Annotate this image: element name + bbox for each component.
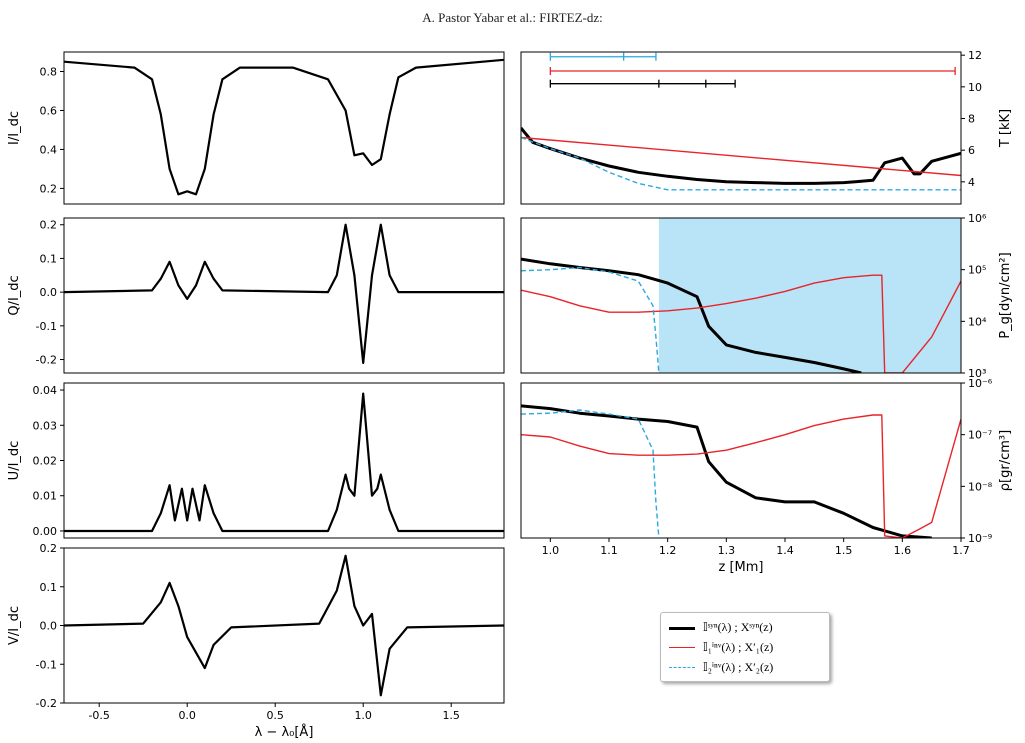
y-tick-label: 10⁵ — [968, 264, 986, 277]
y-tick-label: 0.01 — [33, 490, 58, 503]
y-tick-label: 0.4 — [40, 143, 58, 156]
y-axis-label: I/I_dc — [7, 111, 22, 145]
x-tick-label: 1.4 — [776, 544, 794, 557]
y-tick-label: 10⁻⁷ — [968, 429, 992, 442]
y-tick-label: 0.00 — [33, 525, 58, 538]
panel-density: 10⁻⁹ 10⁻⁸ 10⁻⁷ 10⁻⁶ ρ[gr/cm³] 1.0 1.1 1.2 1.3 1.4… — [520, 377, 1013, 575]
y-tick-label: 0.0 — [40, 620, 58, 633]
legend-label-syn: 𝕀ˢʸⁿ(λ) ; Xˢʸⁿ(z) — [703, 620, 773, 634]
series-inv1-density — [521, 414, 961, 538]
x-tick-label: 1.0 — [542, 544, 560, 557]
y-tick-label: 10 — [968, 81, 982, 94]
y-tick-label: -0.2 — [36, 354, 57, 367]
y-axis-label: U/I_dc — [7, 441, 22, 481]
y-tick-label: 10⁻⁹ — [968, 532, 992, 545]
panel-stokes-I: 0.2 0.4 0.6 0.8 I/I_dc — [7, 51, 505, 205]
series-syn-stokes-V — [64, 554, 504, 697]
y-tick-label: 10⁻⁶ — [968, 377, 993, 390]
y-tick-label: 0.04 — [33, 384, 58, 397]
axes-frame — [63, 51, 505, 205]
series-syn-stokes-Q — [64, 223, 504, 364]
chart-legend: 𝕀ˢʸⁿ(λ) ; Xˢʸⁿ(z) 𝕀₁ⁱⁿᵛ(λ) ; X′₁(z) 𝕀₂ⁱⁿ… — [660, 612, 830, 682]
x-tick-label: 1.5 — [442, 709, 460, 722]
y-tick-label: 0.0 — [40, 286, 58, 299]
y-tick-label: 10⁶ — [968, 212, 987, 225]
page-header: A. Pastor Yabar et al.: FIRTEZ-dz: — [422, 10, 603, 25]
y-tick-label: 10⁻⁸ — [968, 480, 993, 493]
x-tick-label: 1.2 — [659, 544, 677, 557]
legend-item-syn: 𝕀ˢʸⁿ(λ) ; Xˢʸⁿ(z) — [667, 619, 827, 637]
x-tick-label: 1.7 — [952, 544, 970, 557]
x-tick-label: 1.0 — [354, 709, 372, 722]
x-axis-label: z [Mm] — [719, 560, 764, 575]
legend-label-inv1: 𝕀₁ⁱⁿᵛ(λ) ; X′₁(z) — [703, 640, 774, 654]
y-tick-label: 0.8 — [40, 65, 58, 78]
y-tick-label: 4 — [968, 176, 975, 189]
axes-frame — [520, 51, 962, 205]
y-tick-label: 0.2 — [40, 219, 58, 232]
y-tick-label: -0.1 — [36, 320, 57, 333]
x-tick-label: 0.0 — [178, 709, 196, 722]
y-tick-label: 0.2 — [40, 542, 58, 555]
y-tick-label: 8 — [968, 113, 975, 126]
y-tick-label: 6 — [968, 144, 975, 157]
panel-temperature: 4 6 8 10 12 T [kK] — [520, 49, 1013, 205]
axes-frame — [63, 382, 505, 539]
y-axis-label: ρ[gr/cm³] — [998, 430, 1013, 491]
series-syn-density — [521, 404, 932, 538]
y-tick-label: 0.2 — [40, 182, 58, 195]
legend-label-inv2: 𝕀₂ⁱⁿᵛ(λ) ; X′₂(z) — [703, 660, 774, 674]
legend-swatch-inv1 — [669, 647, 695, 648]
axes-frame — [63, 217, 505, 374]
series-syn-gas-pressure — [521, 257, 862, 373]
legend-swatch-syn — [669, 627, 695, 630]
y-tick-label: 10³ — [968, 367, 986, 380]
x-tick-label: 1.5 — [835, 544, 853, 557]
series-inv2-gas-pressure — [521, 266, 660, 373]
axes-frame — [520, 382, 962, 539]
series-inv1-gas-pressure — [521, 274, 961, 373]
series-syn-temperature — [521, 127, 961, 185]
y-axis-label: V/I_dc — [7, 606, 22, 645]
y-tick-label: 12 — [968, 49, 982, 62]
y-tick-label: 0.02 — [33, 455, 58, 468]
panel-stokes-U: 0.00 0.01 0.02 0.03 0.04 U/I_dc — [7, 382, 505, 539]
x-axis-label: λ − λ₀[Å] — [255, 724, 314, 740]
panel-stokes-V: -0.2 -0.1 0.0 0.1 0.2 V/I_dc -0.5 0.0 0.5 1.0 1.5 λ… — [7, 542, 505, 740]
y-axis-label: P_g[dyn/cm²] — [998, 252, 1013, 338]
series-syn-stokes-I — [64, 58, 504, 196]
y-tick-label: -0.1 — [36, 658, 57, 671]
series-inv1-temperature — [521, 136, 961, 177]
legend-swatch-inv2 — [669, 667, 695, 668]
legend-item-inv1: 𝕀₁ⁱⁿᵛ(λ) ; X′₁(z) — [667, 639, 827, 657]
series-inv2-density — [521, 409, 660, 538]
y-axis-label: Q/I_dc — [7, 275, 22, 315]
y-tick-label: 0.03 — [33, 419, 58, 432]
axes-frame — [520, 217, 962, 374]
series-syn-stokes-U — [64, 392, 504, 533]
x-tick-label: 1.1 — [600, 544, 618, 557]
legend-item-inv2: 𝕀₂ⁱⁿᵛ(λ) ; X′₂(z) — [667, 659, 827, 677]
x-tick-label: -0.5 — [88, 709, 109, 722]
panel-gas-pressure: 10³ 10⁴ 10⁵ 10⁶ P_g[dyn/cm²] — [520, 212, 1013, 380]
y-axis-label: T [kK] — [998, 109, 1013, 148]
shaded-region — [658, 218, 961, 373]
y-tick-label: 10⁴ — [968, 315, 987, 328]
y-tick-label: 0.1 — [40, 252, 58, 265]
x-tick-label: 1.3 — [718, 544, 736, 557]
y-tick-label: -0.2 — [36, 697, 57, 710]
y-tick-label: 0.1 — [40, 581, 58, 594]
series-inv2-temperature — [521, 136, 961, 191]
x-tick-label: 1.6 — [894, 544, 912, 557]
panel-stokes-Q: -0.2 -0.1 0.0 0.1 0.2 Q/I_dc — [7, 217, 505, 374]
x-tick-label: 0.5 — [266, 709, 284, 722]
y-tick-label: 0.6 — [40, 104, 58, 117]
